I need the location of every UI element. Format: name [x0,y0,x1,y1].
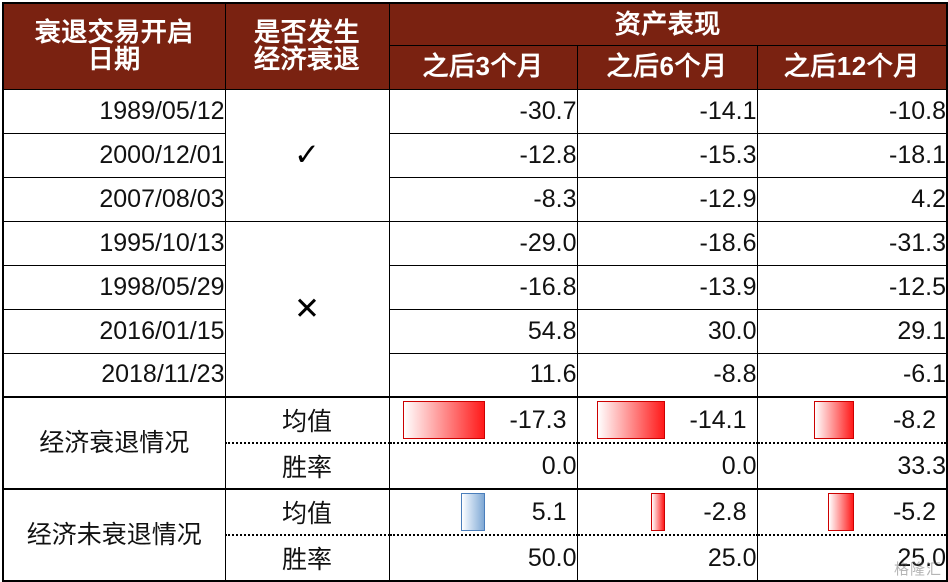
cell-date: 1995/10/13 [2,220,226,266]
data-bar-3m [402,401,485,439]
summary-winrate-12m: 33.3 [756,442,948,490]
table-row: 2007/08/03 -8.3 -12.9 4.2 [2,176,948,222]
cell-6m: -8.8 [576,352,758,398]
table-row: 1995/10/13 ✕ -29.0 -18.6 -31.3 [2,220,948,398]
summary-mean-label: 均值 [224,488,390,536]
cell-12m: 29.1 [756,308,948,354]
header-asset-performance-group: 资产表现 [388,2,948,46]
summary-mean-12m: -8.2 [756,396,948,444]
cell-12m: -18.1 [756,132,948,178]
table-row: 2016/01/15 54.8 30.0 29.1 [2,308,948,354]
data-bar-12m [814,401,855,439]
summary-mean-6m: -2.8 [576,488,758,536]
summary-mean-6m-value: -2.8 [703,497,747,526]
summary-winrate-3m: 50.0 [388,534,578,582]
cell-date: 2016/01/15 [2,308,226,354]
cell-6m: -15.3 [576,132,758,178]
data-bar-6m [596,401,665,439]
cell-3m: -12.8 [388,132,578,178]
cell-date: 2000/12/01 [2,132,226,178]
summary-row-recession-winrate: 胜率 0.0 0.0 33.3 [3,442,948,490]
summary-row-norecession-winrate: 胜率 50.0 25.0 25.0 [3,534,948,582]
summary-winrate-label: 胜率 [224,534,390,582]
table-row: 2000/12/01 -12.8 -15.3 -18.1 [2,132,948,178]
header-row-2: 之后3个月 之后6个月 之后12个月 [3,44,948,90]
cell-date: 1989/05/12 [2,88,226,134]
summary-winrate-6m: 25.0 [576,534,758,582]
summary-winrate-label: 胜率 [224,442,390,490]
summary-mean-12m: -5.2 [756,488,948,536]
cell-6m: -18.6 [576,220,758,266]
summary-mean-label: 均值 [224,396,390,444]
cell-6m: -12.9 [576,176,758,222]
cell-6m: -14.1 [576,88,758,134]
header-after-12-months: 之后12个月 [756,44,948,90]
summary-winrate-6m: 0.0 [576,442,758,490]
cell-3m: -8.3 [388,176,578,222]
cell-3m: -30.7 [388,88,578,134]
header-after-3-months: 之后3个月 [388,44,578,90]
cell-12m: -10.8 [756,88,948,134]
summary-mean-3m: -17.3 [388,396,578,444]
table-row: 1989/05/12 ✓ -30.7 -14.1 -10.8 [2,88,948,222]
cell-6m: -13.9 [576,264,758,310]
summary-row-norecession-mean: 经济未衰退情况 均值 5.1 -2.8 [2,488,948,582]
summary-mean-3m-value: -17.3 [509,405,567,434]
cell-6m: 30.0 [576,308,758,354]
summary-label-recession: 经济衰退情况 [2,396,226,490]
header-date-line-1: 衰退交易开启 [34,16,194,47]
data-bar-3m [460,493,485,531]
cell-12m: 4.2 [756,176,948,222]
header-recession-column: 是否发生 经济衰退 [224,2,390,90]
header-recession-line-1: 是否发生 [253,16,360,47]
summary-winrate-3m: 0.0 [388,442,578,490]
summary-label-norecession: 经济未衰退情况 [2,488,226,582]
recession-mark-no: ✕ [224,220,390,398]
summary-mean-6m-value: -14.1 [689,405,747,434]
cell-12m: -12.5 [756,264,948,310]
cell-date: 2007/08/03 [2,176,226,222]
header-after-6-months: 之后6个月 [576,44,758,90]
recession-mark-yes: ✓ [224,88,390,222]
table-header: 衰退交易开启 日期 是否发生 经济衰退 资产表现 之后3个月 之后6个月 之后1… [2,2,948,90]
cell-3m: 54.8 [388,308,578,354]
cell-12m: -6.1 [756,352,948,398]
cell-date: 2018/11/23 [2,352,226,398]
data-bar-6m [650,493,665,531]
summary-mean-3m: 5.1 [388,488,578,536]
header-recession-line-2: 经济衰退 [253,44,360,75]
cell-3m: 11.6 [388,352,578,398]
summary-row-recession-mean: 经济衰退情况 均值 -17.3 -14.1 [2,396,948,490]
summary-mean-12m-value: -5.2 [892,497,937,526]
cell-12m: -31.3 [756,220,948,266]
table-row: 1998/05/29 -16.8 -13.9 -12.5 [2,264,948,310]
summary-mean-6m: -14.1 [576,396,758,444]
table-body: 1989/05/12 ✓ -30.7 -14.1 -10.8 2000/12/0… [2,88,948,582]
summary-mean-3m-value: 5.1 [531,497,567,526]
cell-3m: -16.8 [388,264,578,310]
table-row: 2018/11/23 11.6 -8.8 -6.1 [2,352,948,398]
summary-mean-12m-value: -8.2 [892,405,937,434]
summary-winrate-12m: 25.0 [756,534,948,582]
header-row-1: 衰退交易开启 日期 是否发生 经济衰退 资产表现 [2,2,948,90]
header-date-line-2: 日期 [87,44,141,75]
cell-3m: -29.0 [388,220,578,266]
cell-date: 1998/05/29 [2,264,226,310]
header-date-column: 衰退交易开启 日期 [2,2,226,90]
data-bar-12m [828,493,855,531]
